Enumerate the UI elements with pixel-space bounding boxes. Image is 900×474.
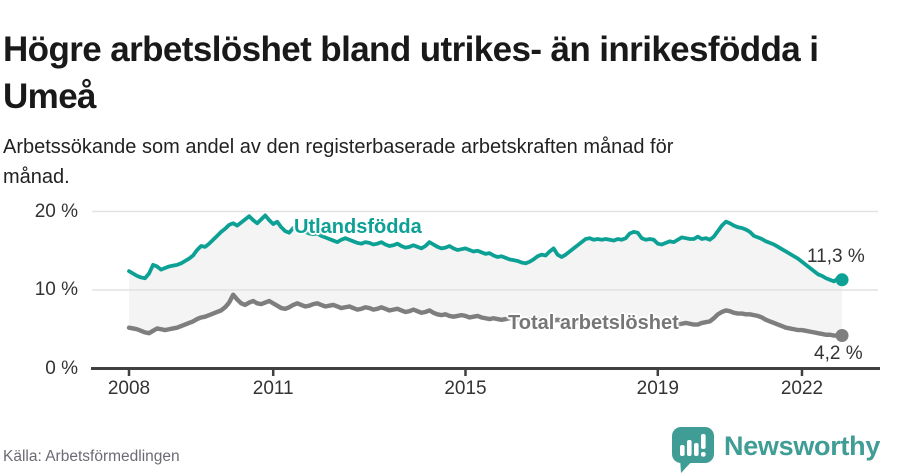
end-value-label-utlandsfodda: 11,3 % <box>807 246 865 267</box>
series-label-utlandsfodda: Utlandsfödda <box>294 216 422 238</box>
newsworthy-logo[interactable]: Newsworthy <box>671 426 899 473</box>
y-axis-tick-label: 10 % <box>34 279 78 300</box>
x-axis-tick-label: 2022 <box>780 378 824 399</box>
chart-title: Högre arbetslöshet bland utrikes- än inr… <box>3 30 819 116</box>
series-label-total-arbetsloshet: Total arbetslöshet <box>508 312 679 334</box>
x-axis-tick-label: 2008 <box>107 378 151 399</box>
y-axis-tick-label: 0 % <box>45 357 78 379</box>
newsworthy-logo-icon <box>672 427 714 473</box>
chart-subtitle: Arbetssökande som andel av den registerb… <box>3 136 674 188</box>
source-attribution: Källa: Arbetsförmedlingen <box>3 448 180 465</box>
x-axis-tick-label: 2019 <box>636 378 679 399</box>
x-axis-tick-label: 2011 <box>252 378 294 399</box>
x-axis-tick-label: 2015 <box>444 378 487 399</box>
newsworthy-logo-text: Newsworthy <box>724 431 881 461</box>
y-axis-tick-label: 20 % <box>34 200 78 222</box>
end-value-label-total: 4,2 % <box>814 343 863 364</box>
